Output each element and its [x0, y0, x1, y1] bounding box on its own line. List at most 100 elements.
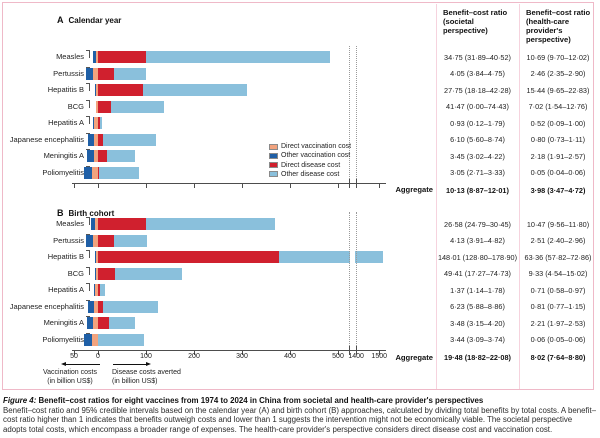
category-label: Meningitis A: [43, 151, 84, 161]
bar-segment-direct-disease: [98, 51, 146, 63]
caption-figure-label: Figure 4:: [3, 396, 37, 405]
bar-segment-other-vaccination: [87, 150, 94, 163]
bcr-provider-value: 0·81 (0·77–1·15): [530, 302, 586, 312]
axis-tick: [356, 351, 358, 355]
bcr-societal-aggregate: 10·13 (8·87–12·01): [446, 185, 509, 195]
left-arrowhead-icon: [61, 362, 66, 366]
bcr-provider-value: 0·05 (0·04–0·06): [530, 168, 586, 178]
bar-segment-direct-vaccination: [93, 117, 98, 130]
bar-segment-direct-vaccination: [95, 267, 98, 280]
axis-break-gap: [349, 212, 355, 350]
bar-segment-direct-vaccination: [92, 166, 98, 179]
bcr-provider-value: 0·06 (0·05–0·06): [530, 335, 586, 345]
bcr-provider-value: 9·33 (4·54–15·02): [528, 269, 588, 279]
bcr-societal-value: 148·01 (128·80–178·90): [437, 252, 518, 262]
bcr-societal-value: 3·48 (3·15–4·20): [450, 318, 505, 328]
bar-segment-direct-disease: [98, 100, 111, 113]
column-separator: [519, 4, 520, 389]
panel-a-letter: A: [57, 15, 64, 25]
category-label: BCG: [67, 268, 84, 278]
category-axis-bracket-icon: [86, 83, 90, 92]
category-label: Meningitis A: [43, 318, 84, 328]
bcr-societal-value: 49·41 (17·27–74·73): [444, 269, 511, 279]
bcr-societal-value: 1·37 (1·14–1·78): [450, 285, 505, 295]
axis-tick: [194, 184, 195, 188]
axis-tick-label: 200: [188, 353, 200, 360]
bar-segment-direct-disease: [98, 84, 144, 97]
bar-segment-other-disease: [279, 251, 383, 264]
bar-segment-direct-disease: [98, 284, 100, 297]
category-label: Hepatitis A: [48, 285, 84, 295]
bar-segment-other-disease: [102, 300, 158, 313]
aggregate-label-panel-b: Aggregate: [395, 353, 433, 362]
axis-tick: [379, 184, 381, 188]
bar-segment-direct-disease: [98, 251, 280, 264]
bcr-societal-value: 26·58 (24·79–30·45): [444, 219, 511, 229]
axis-break-mark: [349, 346, 350, 355]
axis-tick: [242, 351, 243, 355]
bcr-societal-value: 34·75 (31·89–40·52): [444, 52, 511, 62]
aggregate-label-panel-a: Aggregate: [395, 185, 433, 194]
bar-segment-other-vaccination: [86, 234, 93, 247]
disease-costs-note: Disease costs averted (in billion US$): [112, 369, 202, 386]
disease-costs-note-line2: (in billion US$): [112, 377, 158, 385]
bcr-provider-value: 0·71 (0·58–0·97): [530, 285, 586, 295]
axis-break-gap: [349, 46, 355, 183]
axis-tick-label: 100: [140, 353, 152, 360]
category-label: Japanese encephalitis: [9, 301, 84, 311]
bar-segment-direct-vaccination: [96, 100, 98, 113]
provider-column-header: Benefit–cost ratio (health-care provider…: [526, 8, 591, 44]
bcr-provider-aggregate: 8·02 (7·64–8·80): [530, 352, 586, 362]
bar-segment-other-vaccination: [92, 117, 94, 130]
vaccination-costs-note-line1: Vaccination costs: [43, 369, 97, 376]
axis-tick: [290, 351, 291, 355]
bar-segment-other-vaccination: [94, 251, 96, 264]
right-arrowhead-icon: [146, 362, 151, 366]
axis-break-line: [355, 212, 357, 350]
bar-segment-other-disease: [113, 67, 147, 80]
bar-segment-direct-vaccination: [94, 133, 98, 146]
bcr-societal-value: 3·45 (3·02–4·22): [450, 151, 505, 161]
bcr-provider-value: 0·52 (0·09–1·00): [530, 118, 586, 128]
bar-segment-other-vaccination: [88, 133, 95, 146]
bar-segment-other-vaccination: [92, 51, 96, 63]
legend-swatch-direct-disease-icon: [269, 162, 278, 169]
axis-tick-label: 1500: [371, 353, 387, 360]
bar-segment-direct-vaccination: [94, 218, 98, 230]
bcr-societal-value: 3·05 (2·71–3·33): [450, 168, 505, 178]
axis-break-line: [349, 46, 350, 183]
bar-segment-direct-vaccination: [92, 333, 98, 346]
bar-segment-direct-disease: [98, 218, 146, 230]
bcr-provider-value: 0·80 (0·73–1·11): [530, 135, 586, 145]
bar-segment-direct-disease: [98, 317, 110, 330]
axis-tick: [338, 351, 339, 355]
bcr-societal-value: 6·23 (5·88–8·86): [450, 302, 505, 312]
axis-tick: [98, 184, 99, 188]
bar-segment-other-vaccination: [84, 166, 93, 179]
bcr-provider-value: 2·46 (2·35–2·90): [530, 69, 586, 79]
bar-segment-direct-disease: [98, 267, 115, 280]
figure-caption: Figure 4: Benefit–cost ratios for eight …: [3, 396, 598, 434]
bar-segment-other-disease: [110, 100, 164, 113]
panel-b-title: B Birth cohort: [57, 203, 114, 221]
vaccination-costs-arrow: [65, 364, 100, 365]
bar-segment-direct-disease: [98, 133, 104, 146]
category-label: Japanese encephalitis: [9, 134, 84, 144]
axis-tick: [379, 351, 381, 355]
axis-tick: [74, 351, 75, 355]
legend-label: Direct vaccination cost: [281, 143, 352, 150]
bcr-societal-value: 27·75 (18·18–42·28): [444, 85, 511, 95]
bcr-societal-value: 6·10 (5·60–8·74): [450, 135, 505, 145]
category-axis-bracket-icon: [86, 283, 90, 292]
vaccination-costs-note: Vaccination costs (in billion US$): [30, 369, 110, 386]
category-axis-bracket-icon: [86, 266, 90, 275]
bar-segment-direct-disease: [98, 234, 115, 247]
caption-figure-title: Benefit–cost ratios for eight vaccines f…: [36, 396, 484, 405]
societal-column-header: Benefit–cost ratio (societal perspective…: [443, 8, 508, 35]
bar-segment-other-vaccination: [90, 218, 95, 230]
bcr-provider-aggregate: 3·98 (3·47–4·72): [530, 185, 586, 195]
axis-tick: [356, 184, 358, 188]
bcr-provider-value: 2·18 (1·91–2·57): [530, 151, 586, 161]
bar-segment-direct-vaccination: [93, 300, 98, 313]
